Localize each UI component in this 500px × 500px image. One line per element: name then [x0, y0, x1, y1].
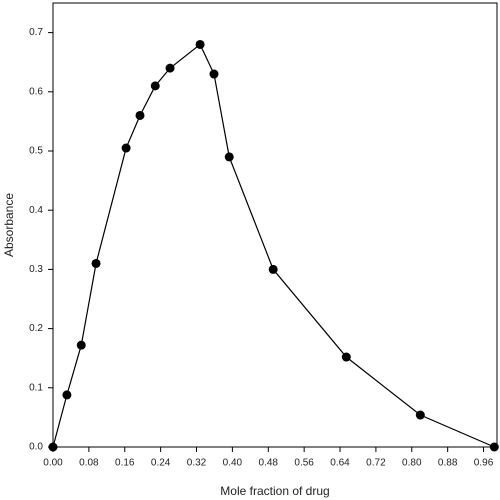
x-tick-label: 0.40: [223, 458, 243, 469]
y-tick-label: 0.1: [29, 382, 43, 393]
data-point: [135, 110, 145, 120]
data-point: [150, 81, 160, 91]
data-point: [91, 258, 101, 268]
data-point: [224, 152, 234, 162]
x-tick-label: 0.00: [43, 458, 63, 469]
data-point: [341, 352, 351, 362]
y-tick-label: 0.6: [29, 86, 43, 97]
x-tick-label: 0.24: [151, 458, 171, 469]
x-tick-label: 0.64: [330, 458, 350, 469]
x-tick-label: 0.32: [187, 458, 207, 469]
y-axis-label: Absorbance: [2, 193, 16, 257]
y-tick-label: 0.4: [29, 205, 43, 216]
x-tick-label: 0.48: [259, 458, 279, 469]
x-tick-label: 0.16: [115, 458, 135, 469]
x-tick-label: 0.08: [79, 458, 99, 469]
x-tick-label: 0.88: [438, 458, 458, 469]
x-tick-label: 0.72: [366, 458, 386, 469]
data-point: [62, 390, 72, 400]
y-tick-label: 0.3: [29, 264, 43, 275]
x-tick-label: 0.96: [474, 458, 494, 469]
data-point: [76, 340, 86, 350]
plot-frame: [52, 2, 498, 448]
data-point: [121, 143, 131, 153]
data-point: [48, 442, 58, 452]
data-point: [268, 264, 278, 274]
x-tick-label: 0.56: [294, 458, 314, 469]
data-point: [489, 442, 499, 452]
y-tick-label: 0.0: [29, 442, 43, 453]
y-tick-label: 0.5: [29, 146, 43, 157]
data-point: [415, 410, 425, 420]
series-line: [52, 43, 495, 448]
data-point: [209, 69, 219, 79]
y-tick-label: 0.7: [29, 27, 43, 38]
x-tick-label: 0.80: [402, 458, 422, 469]
data-point: [165, 63, 175, 73]
x-axis-label: Mole fraction of drug: [220, 484, 329, 498]
y-tick-label: 0.2: [29, 323, 43, 334]
data-point: [195, 39, 205, 49]
